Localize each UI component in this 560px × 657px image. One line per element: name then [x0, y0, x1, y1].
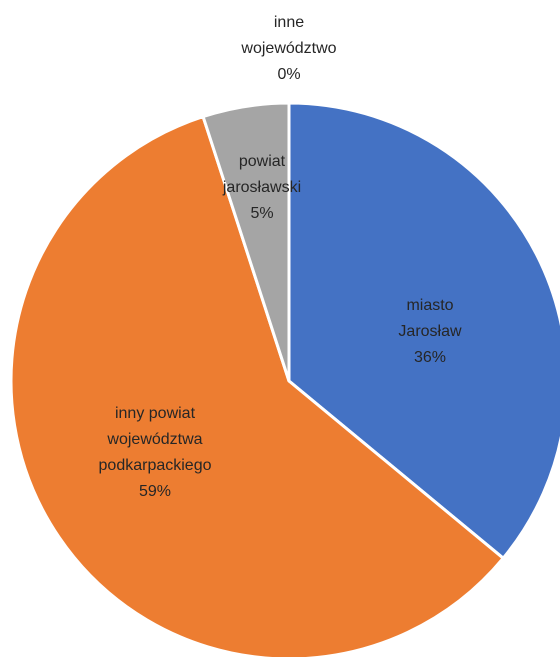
category-label-line: inne: [274, 14, 304, 31]
slice-inny-powiat-województwa-podkarpackiego-label: inny powiat województwa podkarpackiego 59%: [99, 405, 212, 500]
category-label-line: Jarosław: [398, 323, 462, 340]
pie-labels: miasto Jarosław 36% inny powiat województwa p…: [99, 14, 462, 500]
percent-label: 36%: [414, 349, 446, 366]
slice-miasto-jarosław: [287, 101, 560, 560]
category-label-line: powiat: [239, 153, 286, 170]
percent-label: 59%: [139, 483, 171, 500]
category-label-line: podkarpackiego: [99, 457, 212, 474]
category-label-line: województwa: [106, 431, 202, 448]
slice-powiat-jarosławski: [201, 101, 291, 383]
category-label-line: miasto: [406, 297, 453, 314]
slice-miasto-jarosław-label: miasto Jarosław 36%: [398, 297, 462, 366]
slice-inne-województwo-label: inne województwo 0%: [240, 14, 336, 83]
percent-label: 0%: [277, 66, 300, 83]
percent-label: 5%: [250, 205, 273, 222]
slice-powiat-jarosławski-label: powiat jarosławski 5%: [222, 153, 301, 222]
category-label-line: inny powiat: [115, 405, 196, 422]
pie-slices: [9, 101, 560, 657]
slice-inny-powiat-województwa-podkarpackiego: [9, 115, 505, 657]
category-label-line: województwo: [240, 40, 336, 57]
category-label-line: jarosławski: [222, 179, 301, 196]
